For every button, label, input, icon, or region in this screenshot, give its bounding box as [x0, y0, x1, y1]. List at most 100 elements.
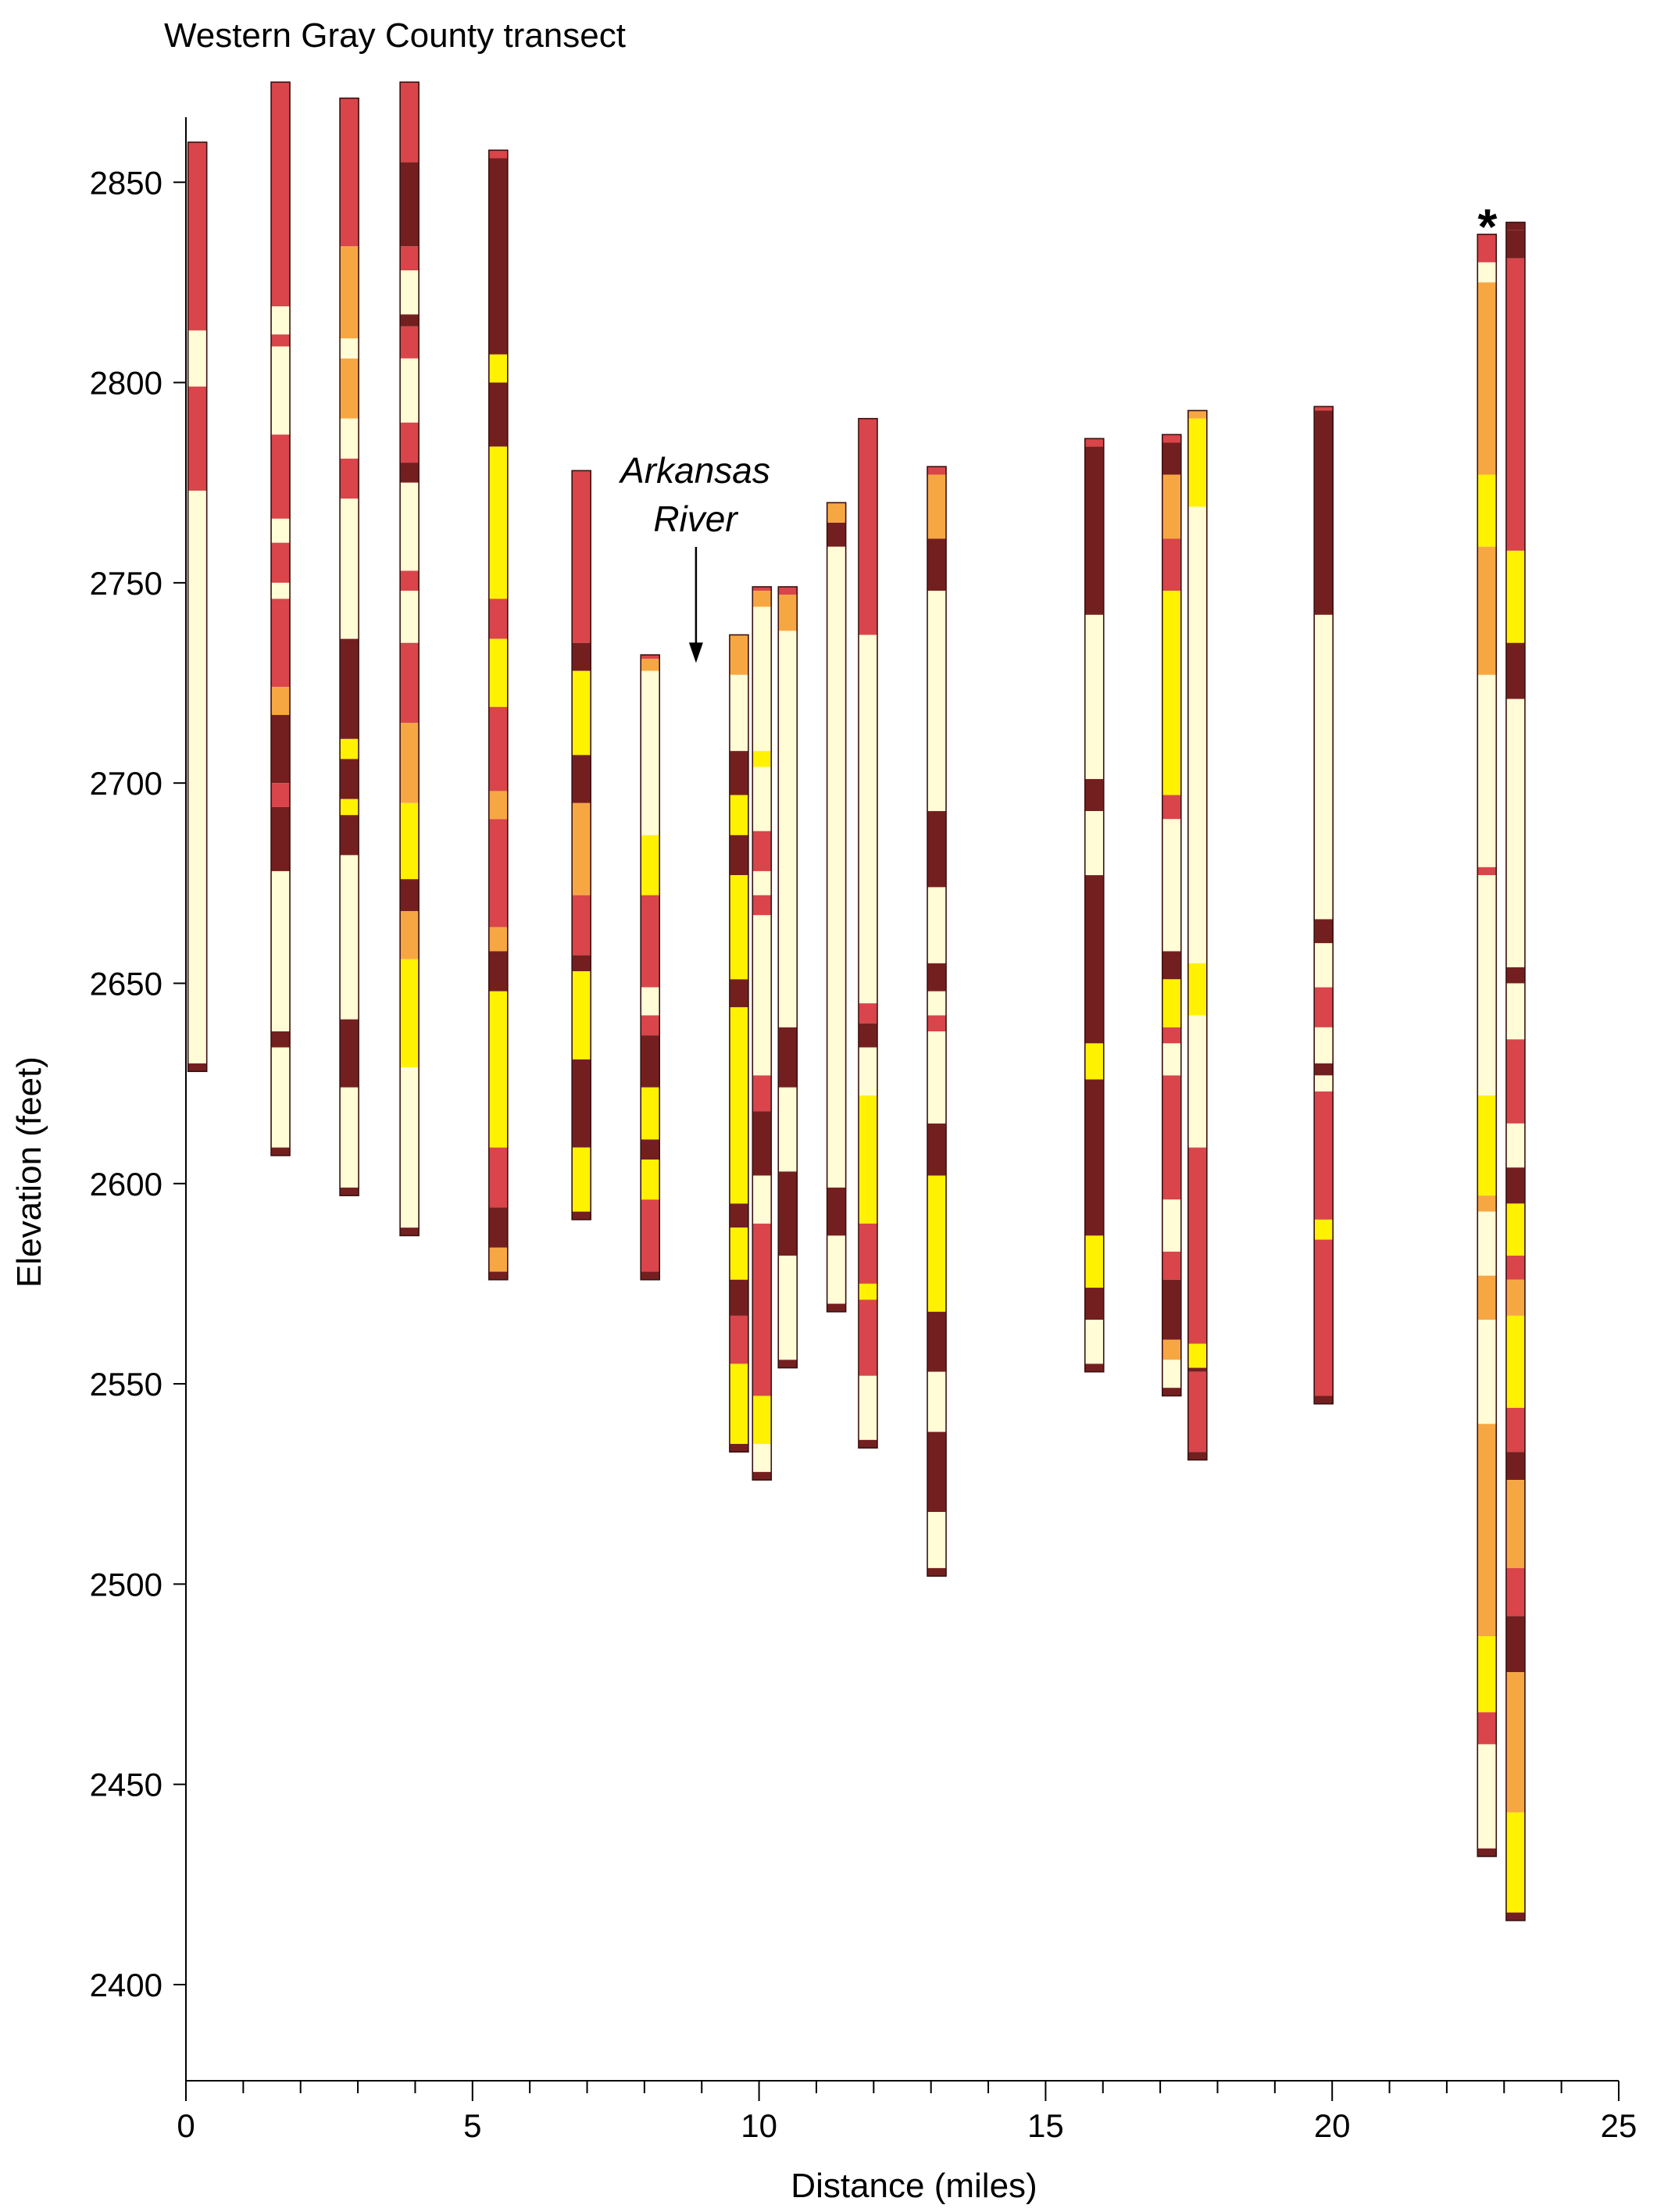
well-15-layer-12 — [1162, 1075, 1181, 1200]
well-5-layer-11 — [488, 927, 508, 952]
well-13-layer-12 — [927, 1175, 947, 1312]
well-16-layer-1 — [1187, 410, 1207, 419]
well-16-layer-4 — [1187, 963, 1207, 1016]
well-2-layer-16 — [271, 1047, 291, 1148]
well-18-layer-15 — [1477, 1636, 1497, 1713]
well-4-layer-10 — [400, 482, 420, 571]
well-18-layer-7 — [1477, 867, 1497, 876]
arkansas-label-line1: Arkansas — [618, 450, 770, 491]
wells-layer — [187, 81, 1526, 1921]
well-9-layer-8 — [752, 895, 772, 916]
well-18-layer-14 — [1477, 1424, 1497, 1637]
well-15-layer-3 — [1162, 474, 1181, 539]
well-15-layer-2 — [1162, 442, 1181, 475]
well-8-layer-9 — [729, 1203, 748, 1228]
well-9-layer-14 — [752, 1395, 772, 1444]
well-8-layer-8 — [729, 1007, 748, 1204]
well-5 — [488, 149, 509, 1281]
well-9-layer-5 — [752, 767, 772, 831]
well-17-layer-1 — [1314, 406, 1334, 411]
well-3-layer-1 — [340, 98, 359, 247]
well-5-layer-9 — [488, 791, 508, 820]
well-4-layer-17 — [400, 911, 420, 959]
well-2 — [270, 81, 291, 1156]
well-15-layer-14 — [1162, 1251, 1181, 1280]
well-15-layer-17 — [1162, 1360, 1181, 1388]
well-7-layer-4 — [641, 834, 660, 895]
well-4-layer-6 — [400, 326, 420, 359]
y-axis-title: Elevation (feet) — [10, 1056, 48, 1288]
well-11-layer-4 — [827, 1187, 846, 1236]
well-3-layer-11 — [340, 799, 359, 816]
well-13-layer-15 — [927, 1431, 947, 1513]
x-tick-label-20: 20 — [1314, 2107, 1351, 2144]
well-12-layer-8 — [858, 1283, 877, 1300]
well-3-layer-8 — [340, 638, 359, 739]
well-3-layer-6 — [340, 458, 359, 499]
well-12-layer-6 — [858, 1095, 877, 1224]
well-5-layer-16 — [488, 1247, 508, 1272]
well-6-layer-5 — [572, 802, 591, 895]
well-19-layer-3 — [1505, 258, 1525, 551]
well-18 — [1477, 234, 1498, 1857]
well-7-layer-13 — [641, 1271, 660, 1280]
well-7-layer-12 — [641, 1199, 660, 1272]
y-tick-label-2750: 2750 — [90, 565, 162, 602]
well-7-layer-2 — [641, 659, 660, 671]
well-19-layer-22 — [1505, 1812, 1525, 1913]
well-15-layer-11 — [1162, 1043, 1181, 1076]
well-14-outline — [1084, 438, 1105, 1373]
y-tick-label-2800: 2800 — [90, 365, 162, 402]
well-16-layer-7 — [1187, 1343, 1207, 1368]
well-13-layer-10 — [927, 1031, 947, 1124]
well-10-layer-2 — [778, 595, 798, 631]
well-13-layer-5 — [927, 811, 947, 888]
well-16-layer-6 — [1187, 1147, 1207, 1344]
well-4-layer-5 — [400, 314, 420, 327]
well-4-layer-3 — [400, 246, 420, 271]
well-8-layer-6 — [729, 875, 748, 980]
well-14 — [1084, 438, 1105, 1373]
well-5-layer-4 — [488, 382, 508, 447]
well-8-layer-13 — [729, 1363, 748, 1444]
well-16-layer-2 — [1187, 418, 1207, 507]
well-19-layer-23 — [1505, 1912, 1525, 1921]
well-18-layer-6 — [1477, 674, 1497, 867]
well-17-layer-13 — [1314, 1395, 1334, 1404]
well-14-layer-1 — [1084, 438, 1104, 447]
well-19-layer-12 — [1505, 1203, 1525, 1256]
well-13-layer-4 — [927, 591, 947, 812]
well-9-layer-9 — [752, 915, 772, 1076]
well-17-outline — [1313, 406, 1334, 1405]
well-19-layer-14 — [1505, 1279, 1525, 1316]
well-9-layer-7 — [752, 870, 772, 895]
well-2-layer-3 — [271, 334, 291, 347]
well-19-layer-6 — [1505, 699, 1525, 967]
well-17-layer-12 — [1314, 1239, 1334, 1396]
well-2-layer-10 — [271, 687, 291, 716]
well-8-outline — [729, 634, 749, 1453]
well-12-layer-9 — [858, 1299, 877, 1376]
well-17-layer-10 — [1314, 1091, 1334, 1220]
well-18-layer-12 — [1477, 1275, 1497, 1320]
y-tick-label-2650: 2650 — [90, 965, 162, 1002]
well-2-layer-7 — [271, 542, 291, 583]
well-3-layer-2 — [340, 246, 359, 339]
well-4-layer-16 — [400, 879, 420, 912]
well-10-layer-5 — [778, 1087, 798, 1172]
well-15-layer-5 — [1162, 591, 1181, 795]
well-15-layer-1 — [1162, 434, 1181, 443]
well-12-layer-1 — [858, 418, 877, 635]
y-tick-label-2450: 2450 — [90, 1767, 162, 1803]
well-5-layer-10 — [488, 819, 508, 927]
well-2-layer-13 — [271, 806, 291, 871]
well-12 — [858, 417, 878, 1449]
well-4-layer-14 — [400, 723, 420, 803]
well-18-outline — [1477, 234, 1498, 1857]
well-7 — [640, 654, 661, 1281]
well-18-layer-18 — [1477, 1848, 1497, 1856]
well-19-layer-21 — [1505, 1672, 1525, 1813]
x-tick-label-15: 15 — [1027, 2107, 1064, 2144]
well-6-layer-11 — [572, 1211, 591, 1220]
